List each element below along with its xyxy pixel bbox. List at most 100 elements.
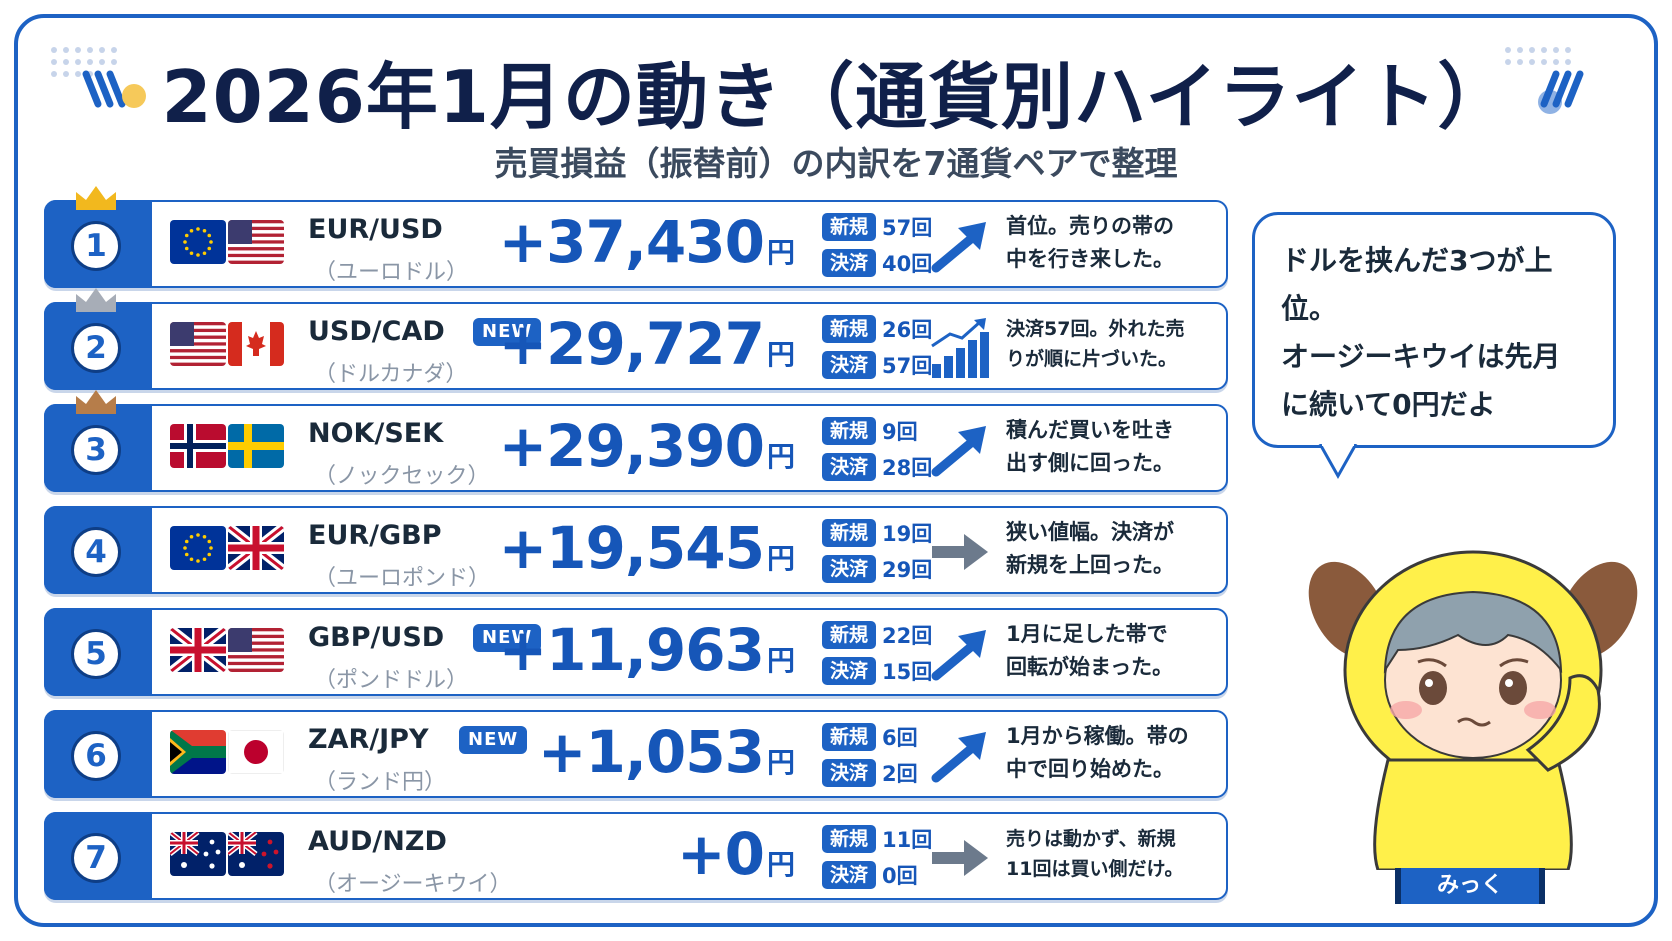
profit-amount: +19,545 円 [498,514,795,582]
rank-number: 6 [71,731,121,781]
profit-amount: +29,390 円 [498,412,795,480]
ranking-row: 5 GBP/USD NEW （ポンドドル） +11,963 円 新規 22回 決済 1… [44,608,1228,696]
rank-marker: 6 [44,710,152,798]
settle-count: 40回 [882,252,933,276]
settle-trades: 決済 0回 [822,860,918,890]
rank-marker: 1 [44,186,152,288]
new-badge: NEW [473,318,542,346]
settle-count: 29回 [882,558,933,582]
new-trades: 新規 26回 [822,314,932,344]
currency-flags [170,322,290,372]
rank-number: 4 [71,527,121,577]
new-trades: 新規 22回 [822,620,932,650]
yen-unit: 円 [766,542,795,575]
settle-label: 決済 [822,555,876,583]
new-trades: 新規 57回 [822,212,932,242]
character-mikku-illustration [1308,550,1638,870]
ranking-row: 7 AUD/NZD （オージーキウイ） +0 円 新規 11回 決済 0回 売りは動か… [44,812,1228,900]
settle-label: 決済 [822,249,876,277]
currency-pair-japanese: （ノックセック） [314,464,490,489]
row-comment: 売りは動かず、新規 11回は買い側だけ。 [1006,828,1184,880]
flag-nzd-icon [228,832,284,876]
currency-pair-japanese: （ユーロポンド） [314,566,491,591]
profit-value: +1,053 [537,718,765,786]
new-label: 新規 [822,213,876,241]
profit-amount: +29,727 円 [499,310,795,378]
rank-marker: 2 [44,288,152,390]
new-trades: 新規 6回 [822,722,918,752]
ranking-row: 6 ZAR/JPY NEW （ランド円） +1,053 円 新規 6回 決済 2回 1… [44,710,1228,798]
settle-count: 28回 [882,456,933,480]
rank-number: 2 [71,323,121,373]
flag-sek-icon [228,424,284,468]
currency-pair: GBP/USD [308,622,445,653]
currency-pair-japanese: （ランド円） [314,770,447,795]
new-count: 6回 [882,726,918,750]
profit-value: +11,963 [498,616,765,684]
profit-value: +19,545 [498,514,765,582]
up-arrow-icon [928,622,992,686]
currency-pair: USD/CAD [308,316,445,347]
currency-pair-japanese: （ユーロドル） [314,260,469,285]
rank-marker: 4 [44,506,152,594]
currency-pair: ZAR/JPY [308,724,429,755]
title-deco-right [1505,47,1584,114]
currency-flags [170,424,290,474]
settle-label: 決済 [822,351,876,379]
yen-unit: 円 [766,848,795,881]
yen-unit: 円 [766,338,795,371]
ranking-list: 1 EUR/USD （ユーロドル） +37,430 円 新規 57回 決済 40回 首… [44,186,1228,914]
crown-icon [72,184,120,216]
new-trades: 新規 11回 [822,824,932,854]
new-count: 26回 [882,318,933,342]
flag-gbp-icon [170,628,226,672]
settle-count: 57回 [882,354,933,378]
new-count: 9回 [882,420,918,444]
flag-usd-icon [170,322,226,366]
rank-number: 1 [71,221,121,271]
rank-number: 7 [71,833,121,883]
row-comment: 1月から稼働。帯の 中で回り始めた。 [1006,724,1189,781]
currency-pair: EUR/GBP [308,520,442,551]
profit-value: +29,390 [498,412,765,480]
profit-amount: +0 円 [677,820,795,888]
settle-label: 決済 [822,861,876,889]
settle-trades: 決済 28回 [822,452,932,482]
profit-value: +37,430 [498,208,765,276]
new-label: 新規 [822,825,876,853]
yen-unit: 円 [766,644,795,677]
ranking-row: 3 NOK/SEK （ノックセック） +29,390 円 新規 9回 決済 28回 積… [44,390,1228,492]
settle-count: 2回 [882,762,918,786]
currency-pair: NOK/SEK [308,418,444,449]
flag-jpy-icon [228,730,284,774]
row-comment: 積んだ買いを吐き 出す側に回った。 [1006,418,1174,475]
flag-usd-icon [228,220,284,264]
settle-label: 決済 [822,453,876,481]
new-trades: 新規 19回 [822,518,932,548]
up-arrow-icon [928,724,992,788]
flag-cad-icon [228,322,284,366]
new-count: 22回 [882,624,933,648]
settle-trades: 決済 15回 [822,656,932,686]
settle-count: 0回 [882,864,918,888]
currency-pair-japanese: （ポンドドル） [314,668,469,693]
currency-flags [170,628,290,678]
character-nameplate: みっく [1395,868,1545,904]
new-trades: 新規 9回 [822,416,918,446]
speech-bubble-text: ドルを挟んだ3つが上 位。 オージーキウイは先月 に続いて0円だよ [1281,244,1561,421]
profit-value: +0 [677,820,765,888]
rank-number: 5 [71,629,121,679]
profit-amount: +37,430 円 [498,208,795,276]
row-comment: 決済57回。外れた売 りが順に片づいた。 [1006,318,1185,370]
crown-icon [72,388,120,420]
page-subtitle: 売買損益（振替前）の内訳を7通貨ペアで整理 [494,144,1178,183]
flag-aud-icon [170,832,226,876]
new-label: 新規 [822,315,876,343]
rank-number: 3 [71,425,121,475]
currency-flags [170,832,290,882]
currency-pair-japanese: （オージーキウイ） [314,872,512,897]
speech-bubble-tail [1318,444,1358,480]
new-count: 11回 [882,828,933,852]
settle-trades: 決済 29回 [822,554,932,584]
settle-trades: 決済 57回 [822,350,932,380]
